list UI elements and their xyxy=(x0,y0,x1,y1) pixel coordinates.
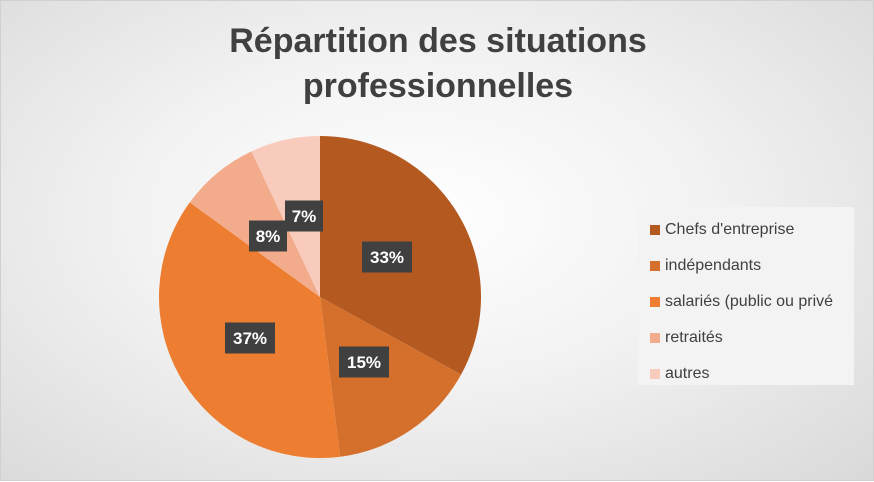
legend-swatch xyxy=(650,369,660,379)
legend-swatch xyxy=(650,297,660,307)
legend-swatch xyxy=(650,333,660,343)
data-label-text: 33% xyxy=(370,248,404,267)
legend: Chefs d'entreprise indépendants salariés (… xyxy=(638,207,854,385)
data-label-3: 8% xyxy=(249,220,287,252)
chart-title: Répartition des situations professionnel… xyxy=(1,19,874,109)
legend-swatch xyxy=(650,261,660,271)
data-label-box xyxy=(285,200,323,232)
data-label-box xyxy=(362,241,412,273)
legend-swatch xyxy=(650,225,660,235)
legend-label: indépendants xyxy=(665,257,762,274)
data-label-text: 7% xyxy=(292,207,317,226)
data-label-4: 7% xyxy=(285,200,323,232)
data-label-text: 8% xyxy=(256,227,281,246)
data-label-box xyxy=(225,322,275,354)
legend-item-2: salariés (public ou privé xyxy=(638,284,854,320)
data-label-1: 15% xyxy=(339,346,389,378)
chart-title-line-2: professionnelles xyxy=(302,67,574,105)
legend-label: autres xyxy=(665,365,710,382)
legend-label: salariés (public ou privé xyxy=(665,293,834,310)
legend-item-3: retraités xyxy=(638,320,854,356)
data-label-box xyxy=(339,346,389,378)
data-label-2: 37% xyxy=(225,322,275,354)
data-label-text: 15% xyxy=(347,353,381,372)
legend-item-4: autres xyxy=(638,356,854,392)
data-label-box xyxy=(249,220,287,252)
pie-slice-1 xyxy=(320,297,462,457)
data-label-text: 37% xyxy=(233,329,267,348)
legend-item-1: indépendants xyxy=(638,248,854,284)
legend-label: retraités xyxy=(665,329,723,346)
data-label-0: 33% xyxy=(362,241,412,273)
legend-label: Chefs d'entreprise xyxy=(665,221,795,238)
chart-title-line-1: Répartition des situations xyxy=(229,22,647,60)
legend-item-0: Chefs d'entreprise xyxy=(638,212,854,248)
